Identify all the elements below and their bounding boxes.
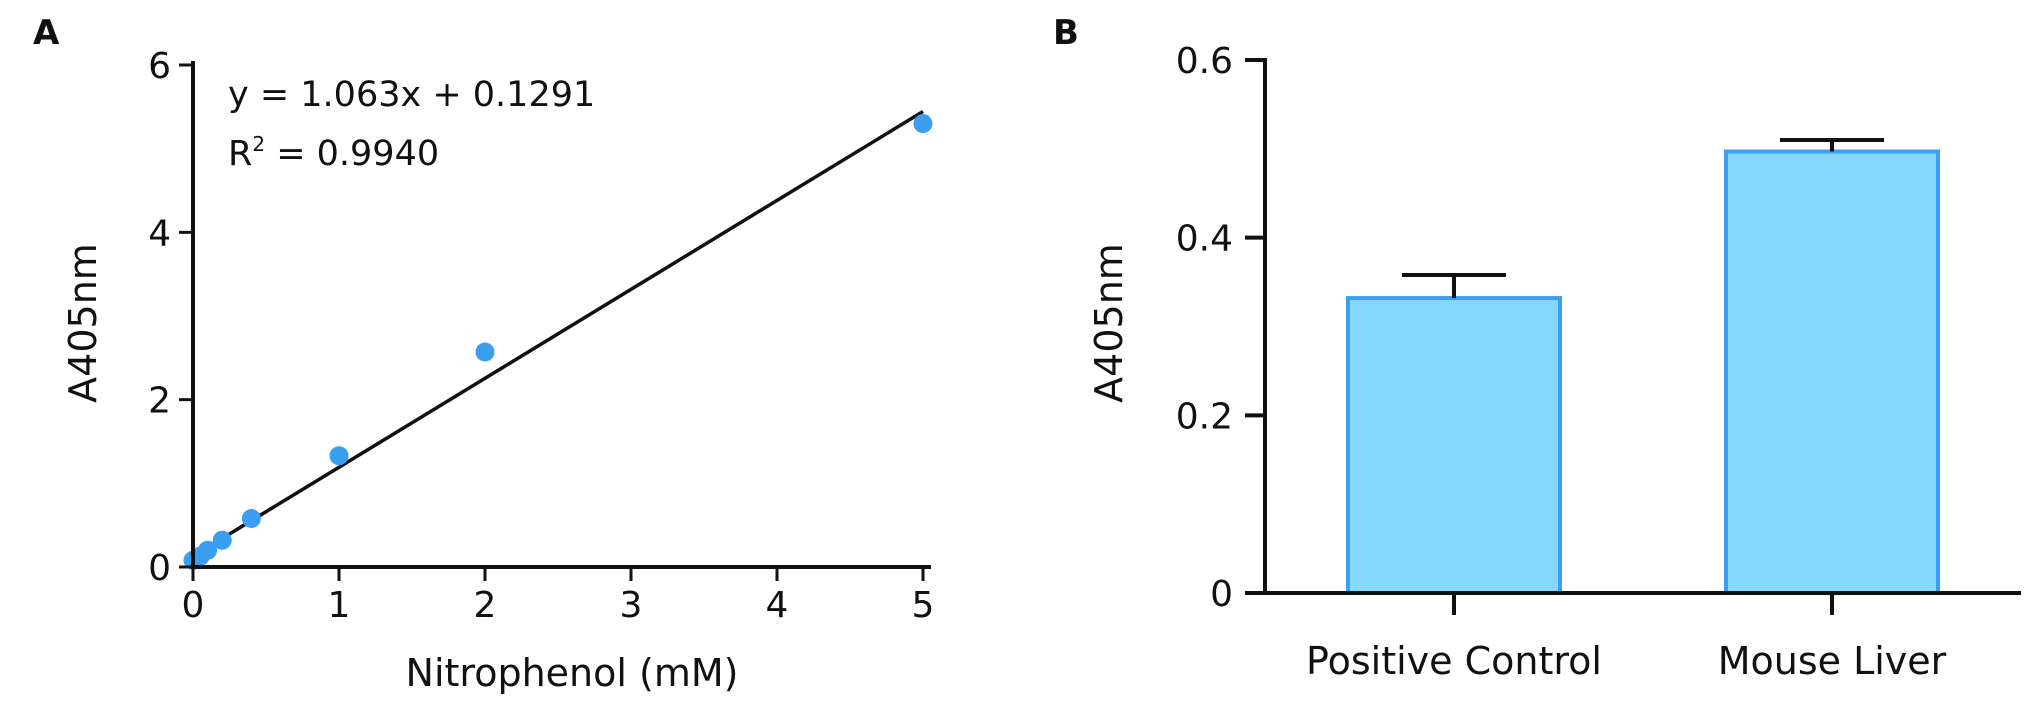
y-tick-label-b: 0 <box>1210 574 1233 615</box>
y-tick-label-b: 0.2 <box>1176 396 1233 437</box>
y-axis-label-a: A405nm <box>61 243 105 403</box>
y-tick-label-a: 0 <box>148 548 171 589</box>
r2-prefix: R <box>228 134 252 174</box>
bar <box>1724 149 1940 596</box>
panel-a-label: A <box>33 13 60 53</box>
data-point <box>913 114 933 134</box>
x-tick-label-a: 2 <box>474 585 497 626</box>
r2-value: = 0.9940 <box>265 134 439 174</box>
data-point <box>212 530 232 550</box>
x-tick-label-a: 1 <box>328 585 351 626</box>
y-tick-label-b: 0.4 <box>1176 219 1233 260</box>
data-point <box>329 446 349 466</box>
data-point <box>198 540 218 560</box>
y-tick-label-a: 2 <box>148 381 171 422</box>
category-label: Mouse Liver <box>1718 639 1947 683</box>
x-tick-label-a: 4 <box>766 585 789 626</box>
equation-annotation: y = 1.063x + 0.1291 <box>228 75 595 115</box>
r2-annotation: R2 = 0.9940 <box>228 132 439 174</box>
r2-superscript: 2 <box>252 132 265 156</box>
x-tick-label-a: 5 <box>912 585 935 626</box>
bar <box>1346 296 1562 595</box>
x-tick-label-a: 3 <box>620 585 643 626</box>
fit-line <box>192 110 924 558</box>
data-point <box>475 342 495 362</box>
category-label: Positive Control <box>1306 639 1602 683</box>
data-point <box>241 508 261 528</box>
y-axis-label-b: A405nm <box>1087 243 1131 403</box>
panel-b-label: B <box>1053 13 1079 53</box>
x-tick-label-a: 0 <box>182 585 205 626</box>
chart-b: Positive Control Mouse Liver 0 0.2 0.4 0.6 A4… <box>1087 41 2021 683</box>
y-tick-label-a: 4 <box>148 213 171 254</box>
y-tick-label-b: 0.6 <box>1176 41 1233 82</box>
y-tick-label-a: 6 <box>148 46 171 87</box>
x-axis-label-a: Nitrophenol (mM) <box>406 651 739 695</box>
